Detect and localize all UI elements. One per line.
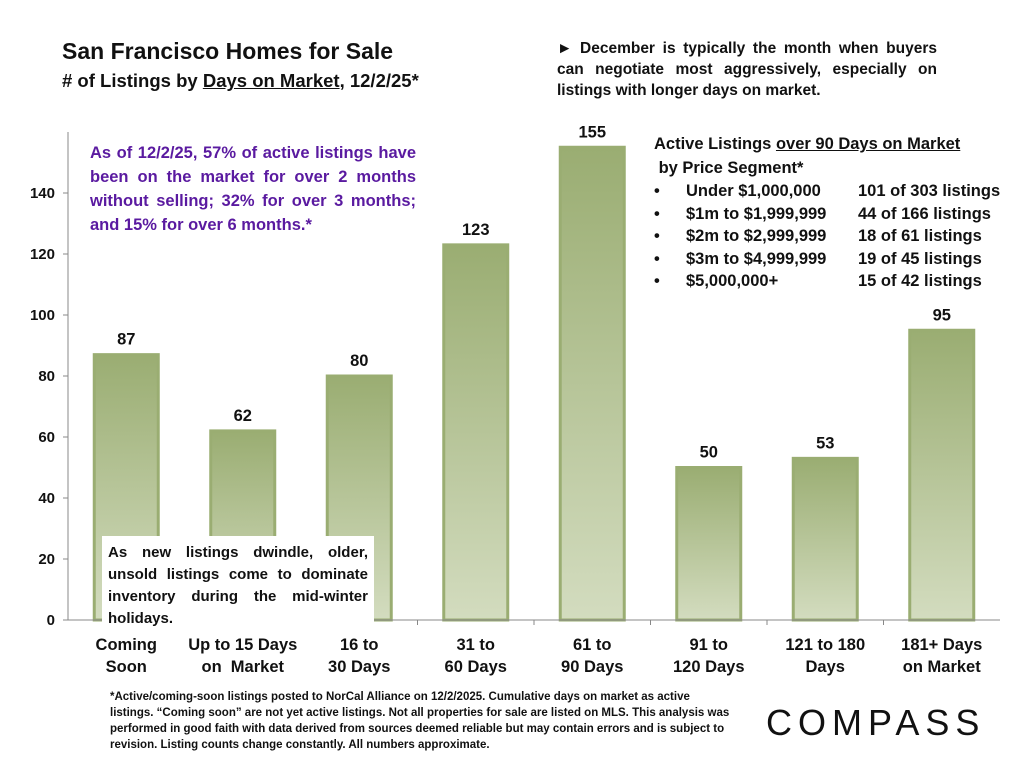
segment-heading-underlined: over 90 Days on Market (775, 135, 961, 153)
y-tick-label: 0 (47, 612, 55, 629)
compass-logo: COMPASS (766, 702, 986, 743)
subtitle-text: # of Listings by (62, 70, 203, 91)
y-tick-label: 60 (38, 429, 55, 446)
x-label-line: 181+ Days (901, 636, 983, 654)
segment-row: • $5,000,000+ 15 of 42 listings (654, 270, 1000, 293)
subtitle-date: , 12/2/25* (339, 70, 419, 91)
segment-heading-line2: by Price Segment* (654, 159, 804, 177)
segment-label: $1m to $1,999,999 (686, 204, 827, 223)
segment-value: 18 of 61 listings (858, 227, 982, 245)
data-label: 155 (578, 123, 606, 141)
x-tick-label: 181+ Days on Market (884, 634, 1000, 678)
y-tick-label: 40 (38, 490, 55, 507)
x-label-line: 30 Days (328, 658, 391, 676)
segment-value: 44 of 166 listings (858, 204, 991, 223)
x-label-line: on Market (201, 658, 285, 676)
segment-label: $3m to $4,999,999 (686, 249, 827, 268)
bullet: • (654, 182, 660, 200)
segment-value: 101 of 303 listings (858, 182, 1001, 200)
data-label: 50 (700, 444, 718, 462)
segment-label: $5,000,000+ (686, 272, 779, 290)
bullet: • (654, 227, 660, 245)
bar (675, 466, 743, 622)
data-label: 87 (117, 331, 135, 349)
x-label-line: Coming (95, 636, 157, 654)
y-tick-label: 140 (30, 185, 55, 202)
bullet: • (654, 249, 660, 268)
bar (908, 328, 976, 622)
x-label-line: 120 Days (672, 658, 745, 676)
segment-label: $2m to $2,999,999 (686, 227, 827, 245)
x-label-line: 31 to (456, 636, 495, 654)
y-tick-label: 100 (30, 307, 55, 324)
purple-callout: As of 12/2/25, 57% of active listings ha… (90, 144, 416, 234)
december-note: ► December is typically the month when b… (557, 40, 937, 99)
bullet: • (654, 204, 660, 223)
x-label-line: 60 Days (444, 658, 507, 676)
segment-row: • $2m to $2,999,999 18 of 61 listings (654, 225, 1000, 248)
x-tick-label: Coming Soon (68, 634, 184, 678)
x-label-line: Soon (105, 658, 147, 676)
y-tick-label: 80 (38, 368, 55, 385)
x-label-line: 91 to (689, 636, 728, 654)
x-tick-label: Up to 15 Days on Market (185, 634, 301, 678)
data-label: 53 (816, 434, 834, 452)
footnote: *Active/coming-soon listings posted to N… (110, 691, 730, 751)
segment-row: • Under $1,000,000 101 of 303 listings (654, 180, 1000, 203)
subtitle-underlined: Days on Market (202, 70, 340, 91)
y-tick-label: 120 (30, 246, 55, 263)
data-label: 62 (234, 407, 252, 425)
x-tick-label: 61 to 90 Days (534, 634, 650, 678)
x-label-line: 16 to (339, 636, 379, 654)
data-label: 95 (933, 306, 951, 324)
white-callout: As new listings dwindle, older, unsold l… (102, 536, 374, 634)
bar (558, 145, 626, 622)
x-label-line: 61 to (572, 636, 612, 654)
x-label-line: 90 Days (561, 658, 624, 676)
segment-row: • $1m to $1,999,999 44 of 166 listings (654, 203, 1000, 226)
segment-heading-text: Active Listings (654, 135, 776, 153)
x-tick-label: 16 to 30 Days (301, 634, 417, 678)
x-tick-label: 31 to 60 Days (418, 634, 534, 678)
data-label: 123 (462, 221, 490, 239)
chart-subtitle: # of Listings by Days on Market, 12/2/25… (62, 70, 419, 92)
segment-heading: Active Listings over 90 Days on Market (654, 132, 1000, 156)
bar (442, 243, 510, 622)
bullet: • (654, 272, 660, 290)
segment-label: Under $1,000,000 (686, 182, 821, 200)
segment-row: • $3m to $4,999,999 19 of 45 listings (654, 248, 1000, 271)
x-label-line: Up to 15 Days (188, 636, 298, 654)
x-label-line: 121 to 180 (785, 636, 866, 654)
y-tick-label: 20 (38, 551, 55, 568)
x-label-line: on Market (902, 658, 981, 676)
price-segment-box: Active Listings over 90 Days on Market b… (654, 132, 1000, 293)
segment-value: 19 of 45 listings (858, 249, 982, 268)
chart-title: San Francisco Homes for Sale (62, 38, 394, 64)
x-label-line: Days (805, 658, 845, 676)
x-tick-label: 91 to 120 Days (651, 634, 767, 678)
segment-value: 15 of 42 listings (858, 272, 982, 290)
x-tick-label: 121 to 180 Days (767, 634, 883, 678)
data-label: 80 (350, 352, 368, 370)
bar (791, 456, 859, 622)
